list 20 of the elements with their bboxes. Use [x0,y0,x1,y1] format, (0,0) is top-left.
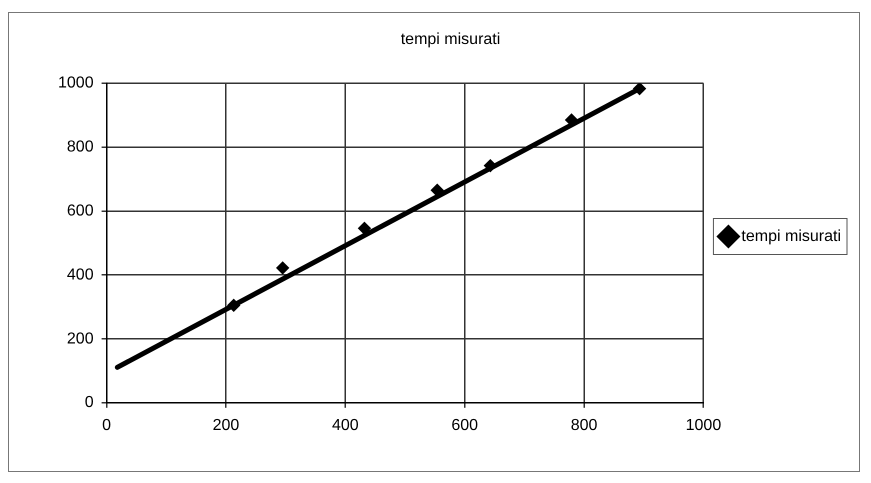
legend-label: tempi misurati [741,228,841,245]
x-tick-label: 0 [102,416,112,434]
point [430,184,444,197]
point [484,159,497,172]
x-tick-label: 600 [451,416,478,434]
y-tick-label: 800 [66,138,94,156]
x-tick-label: 1000 [686,416,722,434]
x-tick-label: 400 [332,416,359,434]
x-tick-label: 200 [212,416,240,434]
y-tick-label: 1000 [58,74,94,92]
y-tick-label: 200 [66,330,94,348]
y-tick-label: 600 [66,202,94,220]
point [633,83,646,96]
x-tick-label: 800 [570,416,598,434]
point [276,261,290,274]
point [227,298,240,312]
y-tick-label: 0 [84,394,94,412]
point [358,222,371,235]
y-tick-label: 400 [66,266,94,284]
chart-title: tempi misurati [400,31,500,48]
